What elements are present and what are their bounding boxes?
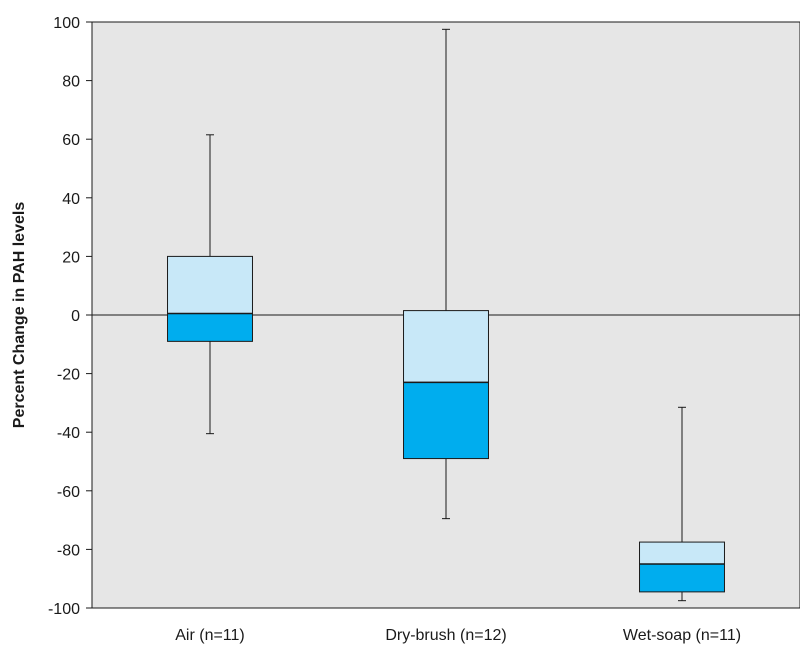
y-tick-label: -100 [48,601,80,618]
y-tick-label: 0 [71,308,80,325]
box-group [639,406,725,602]
lower-box [403,381,489,460]
y-axis-title: Percent Change in PAH levels [11,202,28,429]
lower-box [639,563,725,593]
x-category-label: Wet-soap (n=11) [623,627,741,644]
y-tick-label: 40 [62,191,80,208]
y-tick-label: -60 [57,484,80,501]
y-tick-label: 100 [53,15,80,32]
box-series [167,28,725,602]
lower-box [167,313,253,342]
y-tick-label: 60 [62,132,80,149]
x-category-label: Dry-brush (n=12) [385,627,506,644]
y-tick-label: -40 [57,425,80,442]
y-tick-label: -20 [57,367,80,384]
x-axis: Air (n=11) Dry-brush (n=12) Wet-soap (n=11… [175,627,741,644]
upper-box [167,255,253,315]
upper-box [403,310,489,383]
y-tick-label: -80 [57,542,80,559]
y-axis: 100 80 60 40 20 0 -20 -40 -60 -80 -100 [48,15,92,618]
box-group [167,134,253,435]
box-group [403,28,489,520]
x-category-label: Air (n=11) [175,627,245,644]
y-tick-label: 80 [62,74,80,91]
upper-box [639,541,725,565]
y-tick-label: 20 [62,249,80,266]
